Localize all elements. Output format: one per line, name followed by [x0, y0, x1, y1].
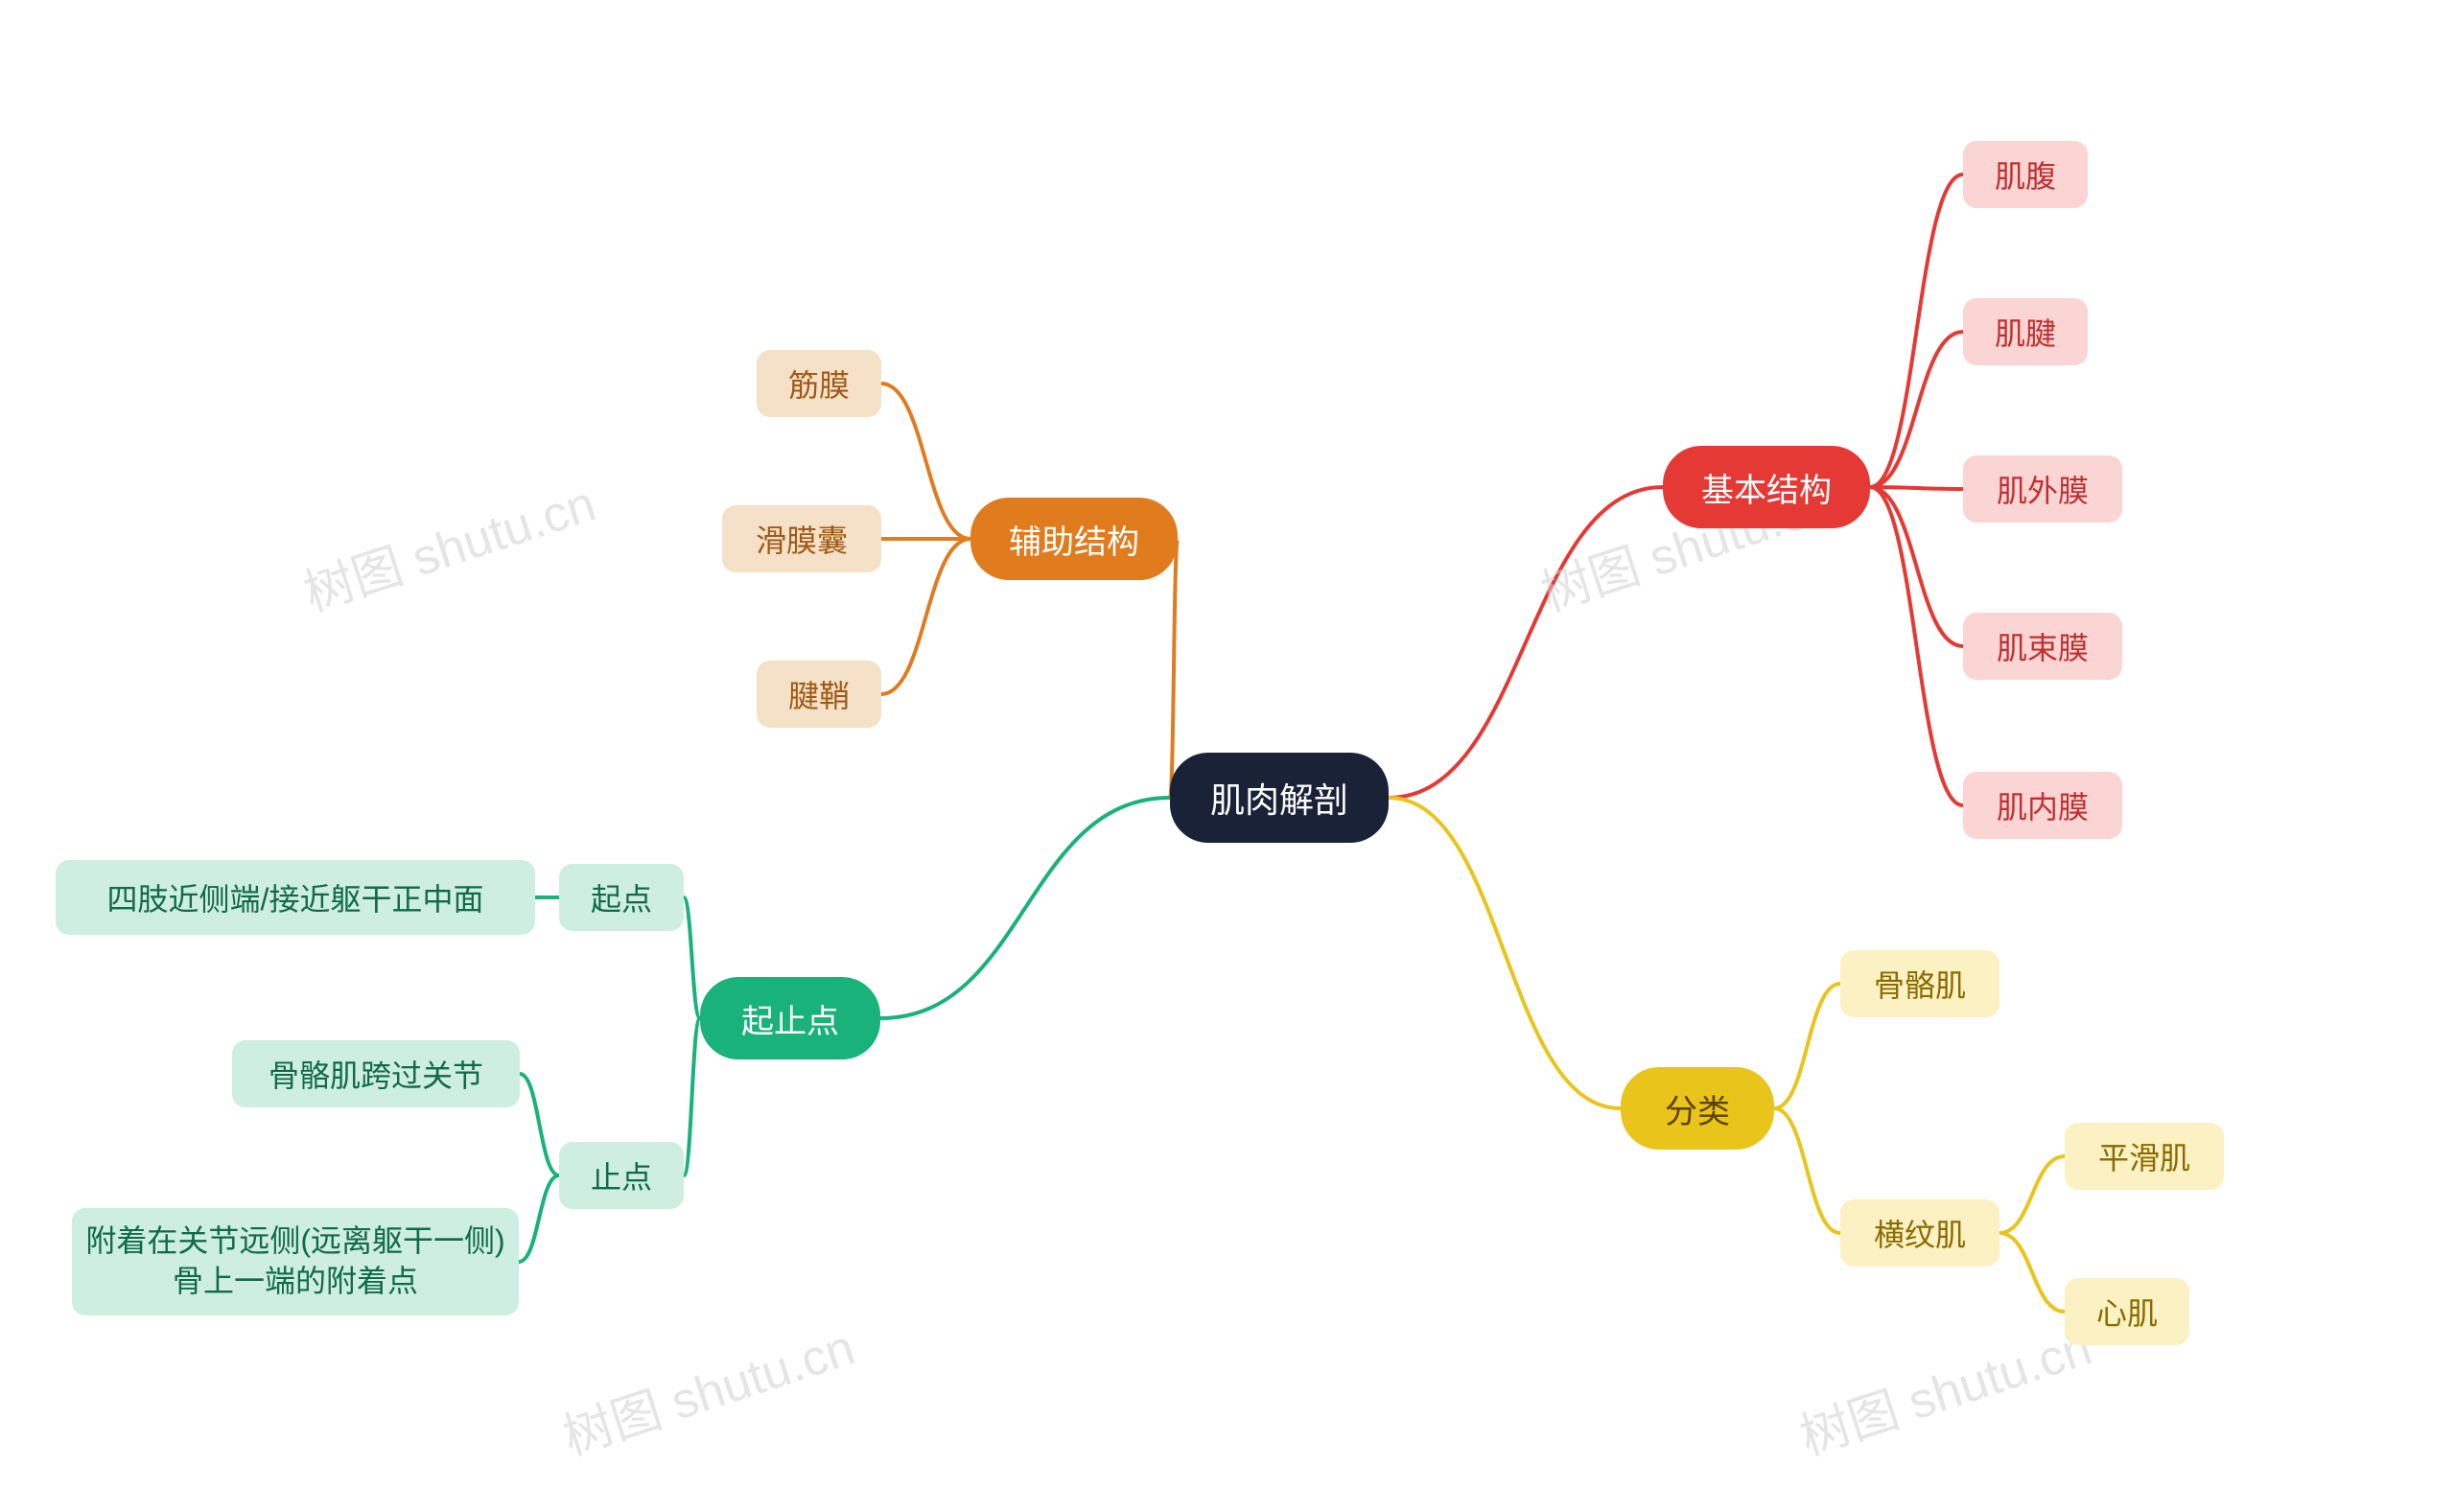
node-class-0[interactable]: 骨骼肌: [1840, 950, 1999, 1017]
node-pt-1-1[interactable]: 附着在关节远侧(远离躯干一侧)骨上一端的附着点: [72, 1208, 519, 1315]
root-node[interactable]: 肌肉解剖: [1170, 753, 1389, 843]
node-pt-0-0[interactable]: 四肢近侧端/接近躯干正中面: [56, 860, 535, 935]
branch-points[interactable]: 起止点: [700, 977, 880, 1059]
node-aux-1[interactable]: 滑膜囊: [722, 505, 881, 572]
node-basic-4[interactable]: 肌内膜: [1963, 772, 2122, 839]
branch-aux[interactable]: 辅助结构: [970, 498, 1178, 580]
node-basic-3[interactable]: 肌束膜: [1963, 613, 2122, 680]
mindmap-canvas: 树图 shutu.cn 树图 shutu.cn 树图 shutu.cn 树图 s…: [0, 0, 2455, 1512]
node-pt-1[interactable]: 止点: [559, 1142, 684, 1209]
node-basic-2[interactable]: 肌外膜: [1963, 455, 2122, 523]
node-class-1-0[interactable]: 平滑肌: [2065, 1123, 2224, 1190]
watermark: 树图 shutu.cn: [293, 463, 603, 625]
node-class-1-1[interactable]: 心肌: [2065, 1278, 2189, 1345]
node-class-1[interactable]: 横纹肌: [1840, 1199, 1999, 1267]
watermark: 树图 shutu.cn: [1789, 1307, 2099, 1469]
node-aux-2[interactable]: 腱鞘: [757, 661, 881, 728]
node-basic-1[interactable]: 肌腱: [1963, 298, 2088, 365]
branch-basic[interactable]: 基本结构: [1663, 446, 1870, 528]
node-pt-1-0[interactable]: 骨骼肌跨过关节: [232, 1040, 520, 1107]
branch-classify[interactable]: 分类: [1621, 1067, 1774, 1150]
node-pt-0[interactable]: 起点: [559, 864, 684, 931]
watermark: 树图 shutu.cn: [552, 1307, 862, 1469]
node-basic-0[interactable]: 肌腹: [1963, 141, 2088, 208]
node-aux-0[interactable]: 筋膜: [757, 350, 881, 417]
